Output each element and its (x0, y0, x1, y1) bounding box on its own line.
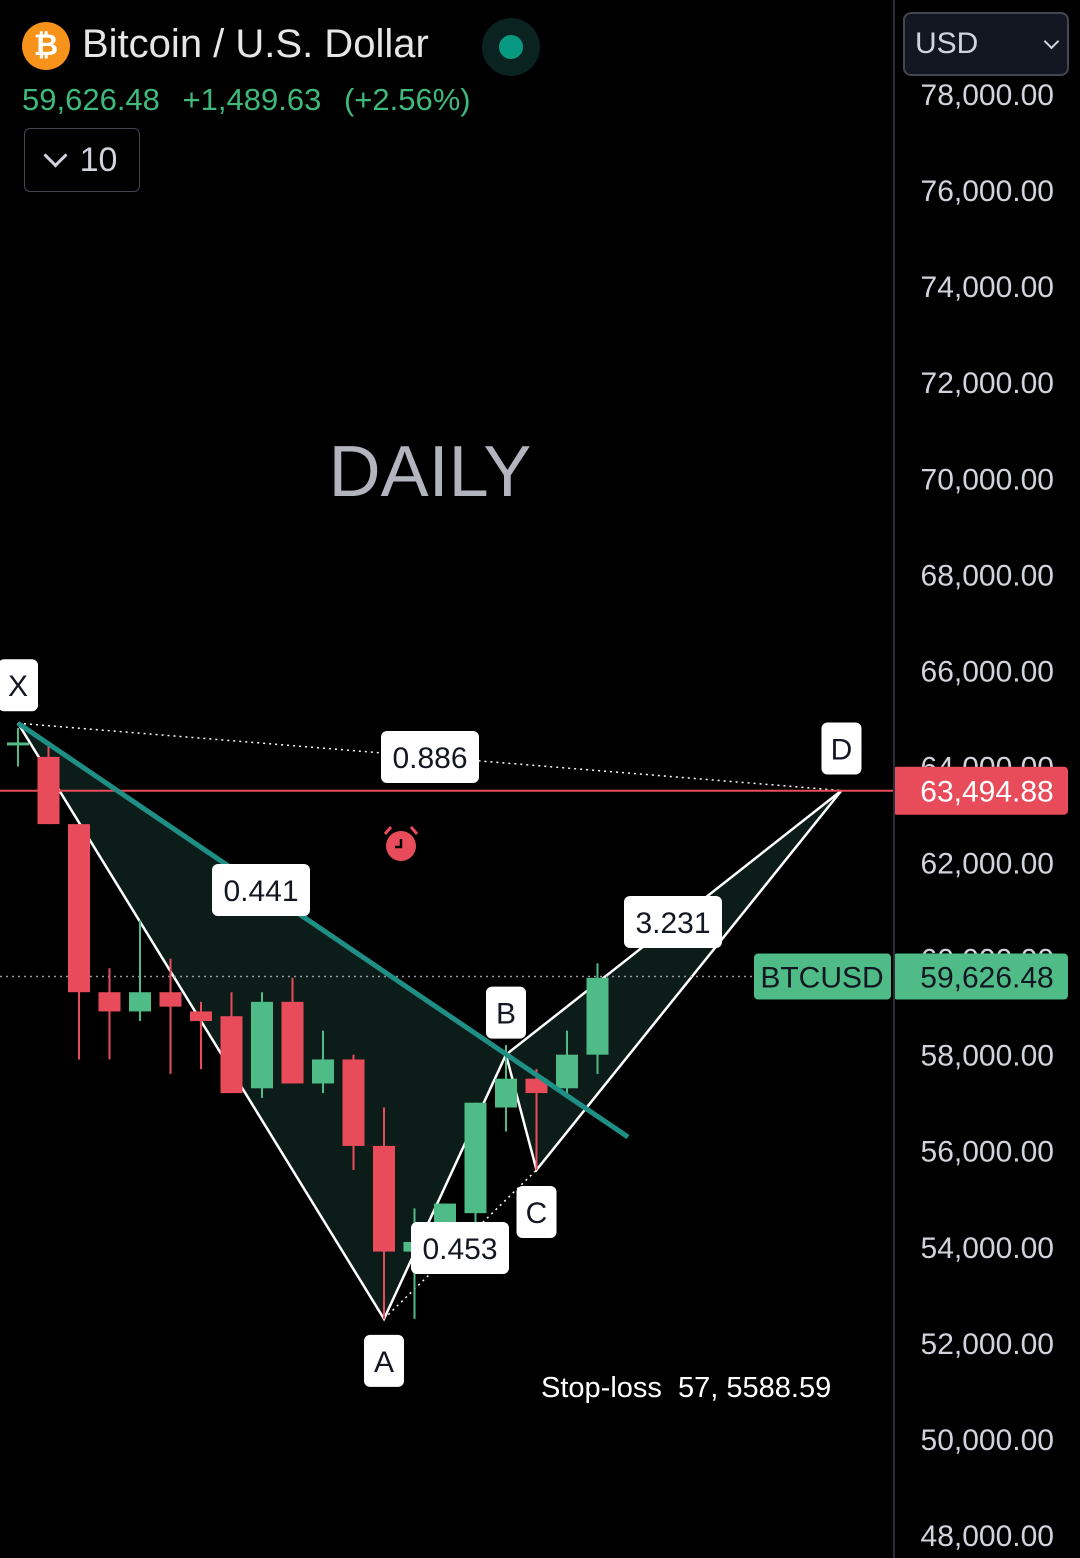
stop-price-value: 63,494.88 (920, 776, 1053, 809)
alarm-bell-icon (383, 826, 419, 835)
indicators-toggle-button[interactable]: 10 (24, 128, 140, 192)
y-tick-label: 68,000.00 (921, 559, 1054, 592)
symbol-tag-label: BTCUSD (760, 962, 883, 995)
y-tick-label: 74,000.00 (921, 271, 1054, 304)
alarm-hands-icon (395, 839, 403, 849)
point-label-d: D (831, 733, 853, 766)
chevron-down-icon (43, 142, 68, 168)
candle-body (342, 1059, 365, 1146)
point-label-box (486, 986, 526, 1039)
indicators-count: 10 (79, 140, 118, 179)
point-label-b: B (496, 998, 516, 1031)
y-tick-label: 62,000.00 (921, 848, 1054, 881)
candle-body (159, 992, 182, 1007)
y-tick-label: 66,000.00 (921, 655, 1054, 688)
point-label-x: X (8, 670, 28, 703)
trendline (16, 721, 630, 1140)
point-label-a: A (374, 1346, 394, 1379)
price-change: +1,489.63 (182, 82, 322, 117)
symbol-tag (754, 953, 891, 1000)
ratio-label-box (212, 864, 310, 916)
chevron-down-icon (1043, 33, 1060, 49)
symbol-title[interactable]: Bitcoin / U.S. Dollar (82, 22, 429, 66)
dotted-line-bd (505, 789, 842, 1056)
ratio-label: 3.231 (635, 907, 710, 940)
price-axis-divider (893, 0, 895, 1558)
candle-body (251, 1001, 273, 1089)
current-price-value: 59,626.48 (920, 962, 1053, 995)
y-tick-label: 50,000.00 (921, 1424, 1054, 1457)
currency-value: USD (915, 27, 979, 60)
y-tick-label: 76,000.00 (921, 175, 1054, 208)
stop-loss-note: Stop-loss 57, 5588.59 (541, 1372, 831, 1404)
point-label-box (364, 1334, 404, 1387)
candle-body (464, 1102, 487, 1214)
candle-body (281, 1001, 304, 1084)
point-label-box (821, 722, 862, 775)
current-price-tag (893, 953, 1068, 1000)
price-summary: 59,626.48 +1,489.63 (+2.56%) (22, 82, 485, 118)
ratio-label-box (381, 731, 479, 783)
currency-select[interactable]: USD (903, 12, 1069, 76)
market-open-dot-icon (499, 35, 523, 59)
candle-body (373, 1145, 395, 1252)
market-status-indicator[interactable] (482, 18, 540, 76)
candle-body (495, 1078, 517, 1108)
candle-body (7, 742, 29, 746)
price-change-percent: (+2.56%) (343, 82, 471, 117)
candle-body (586, 977, 609, 1055)
point-label-c: C (526, 1197, 548, 1230)
y-tick-label: 48,000.00 (921, 1520, 1054, 1553)
pattern-labels: X A B C D 0.886 0.441 0.453 3.231 (0, 659, 893, 1387)
ratio-label: 0.441 (223, 875, 298, 908)
y-tick-label: 54,000.00 (921, 1232, 1054, 1265)
ratio-label: 0.886 (392, 742, 467, 775)
timeframe-watermark: DAILY (329, 432, 532, 512)
point-label-box (516, 1185, 557, 1238)
candle-body (312, 1059, 334, 1084)
price-axis[interactable]: 48,000.00 50,000.00 52,000.00 54,000.00 56,0… (754, 79, 1068, 1553)
point-label-box (0, 659, 38, 712)
bitcoin-icon: ₿ (22, 22, 70, 70)
ratio-label-box (411, 1222, 509, 1274)
ratio-label: 0.453 (422, 1233, 497, 1266)
y-tick-label: 52,000.00 (921, 1328, 1054, 1361)
y-tick-label: 72,000.00 (921, 367, 1054, 400)
candle-body (525, 1078, 548, 1094)
y-tick-label: 58,000.00 (921, 1040, 1054, 1073)
stop-price-tag (893, 766, 1068, 815)
candle-body (98, 992, 121, 1012)
candle-body (129, 992, 151, 1012)
y-tick-label: 70,000.00 (921, 463, 1054, 496)
ratio-label-box (624, 896, 722, 948)
y-tick-label: 56,000.00 (921, 1136, 1054, 1169)
y-tick-label: 78,000.00 (921, 79, 1054, 112)
last-price: 59,626.48 (22, 82, 160, 117)
candle-body (68, 824, 90, 993)
candle-body (556, 1054, 578, 1089)
candle-body (190, 1011, 212, 1022)
candle-body (220, 1016, 243, 1094)
